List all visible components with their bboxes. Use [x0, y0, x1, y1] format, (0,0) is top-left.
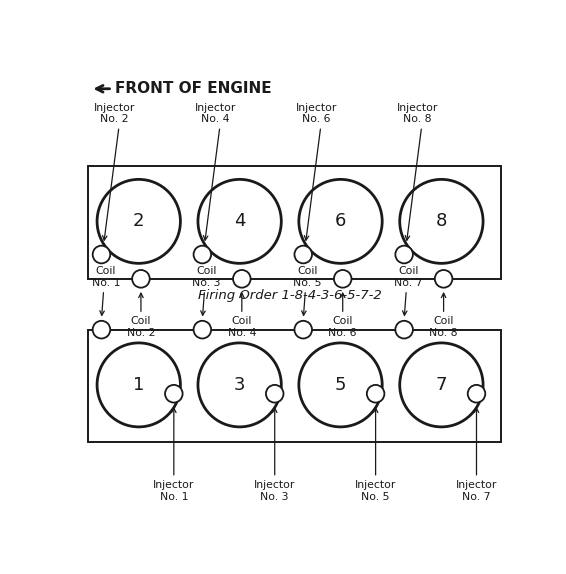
Circle shape	[395, 246, 413, 263]
Circle shape	[97, 179, 181, 263]
Circle shape	[266, 385, 284, 402]
Circle shape	[299, 343, 382, 427]
Text: Coil
No. 5: Coil No. 5	[293, 266, 322, 288]
Circle shape	[435, 270, 452, 288]
Circle shape	[165, 385, 183, 402]
Circle shape	[97, 343, 181, 427]
Text: 2: 2	[133, 212, 144, 230]
Circle shape	[468, 385, 485, 402]
Text: Coil
No. 6: Coil No. 6	[328, 316, 357, 338]
Text: 1: 1	[133, 376, 144, 394]
Circle shape	[132, 270, 149, 288]
Circle shape	[93, 321, 110, 339]
Bar	[88, 166, 500, 279]
Text: Firing Order 1-8-4-3-6-5-7-2: Firing Order 1-8-4-3-6-5-7-2	[198, 289, 382, 302]
Circle shape	[198, 343, 281, 427]
Circle shape	[294, 246, 312, 263]
Circle shape	[395, 321, 413, 339]
Circle shape	[400, 343, 483, 427]
Circle shape	[400, 179, 483, 263]
Text: 4: 4	[234, 212, 246, 230]
Text: Coil
No. 8: Coil No. 8	[430, 316, 458, 338]
Text: Coil
No. 3: Coil No. 3	[192, 266, 221, 288]
Bar	[88, 329, 500, 443]
Circle shape	[194, 321, 211, 339]
Circle shape	[93, 246, 110, 263]
Text: FRONT OF ENGINE: FRONT OF ENGINE	[114, 82, 271, 96]
Circle shape	[198, 179, 281, 263]
Text: 3: 3	[234, 376, 246, 394]
Text: Coil
No. 4: Coil No. 4	[228, 316, 256, 338]
Circle shape	[194, 246, 211, 263]
Circle shape	[294, 321, 312, 339]
Text: Coil
No. 1: Coil No. 1	[92, 266, 120, 288]
Circle shape	[334, 270, 351, 288]
Text: Injector
No. 6: Injector No. 6	[295, 103, 337, 124]
Text: Injector
No. 4: Injector No. 4	[195, 103, 236, 124]
Text: Injector
No. 3: Injector No. 3	[254, 480, 295, 502]
Text: 5: 5	[335, 376, 346, 394]
Text: Injector
No. 8: Injector No. 8	[397, 103, 438, 124]
Circle shape	[233, 270, 251, 288]
Text: Injector
No. 7: Injector No. 7	[456, 480, 497, 502]
Text: 8: 8	[436, 212, 447, 230]
Text: 7: 7	[436, 376, 447, 394]
Text: Coil
No. 7: Coil No. 7	[395, 266, 423, 288]
Text: Coil
No. 2: Coil No. 2	[127, 316, 155, 338]
Circle shape	[299, 179, 382, 263]
Text: Injector
No. 5: Injector No. 5	[355, 480, 396, 502]
Text: 6: 6	[335, 212, 346, 230]
Text: Injector
No. 2: Injector No. 2	[94, 103, 135, 124]
Text: Injector
No. 1: Injector No. 1	[153, 480, 195, 502]
Circle shape	[367, 385, 384, 402]
